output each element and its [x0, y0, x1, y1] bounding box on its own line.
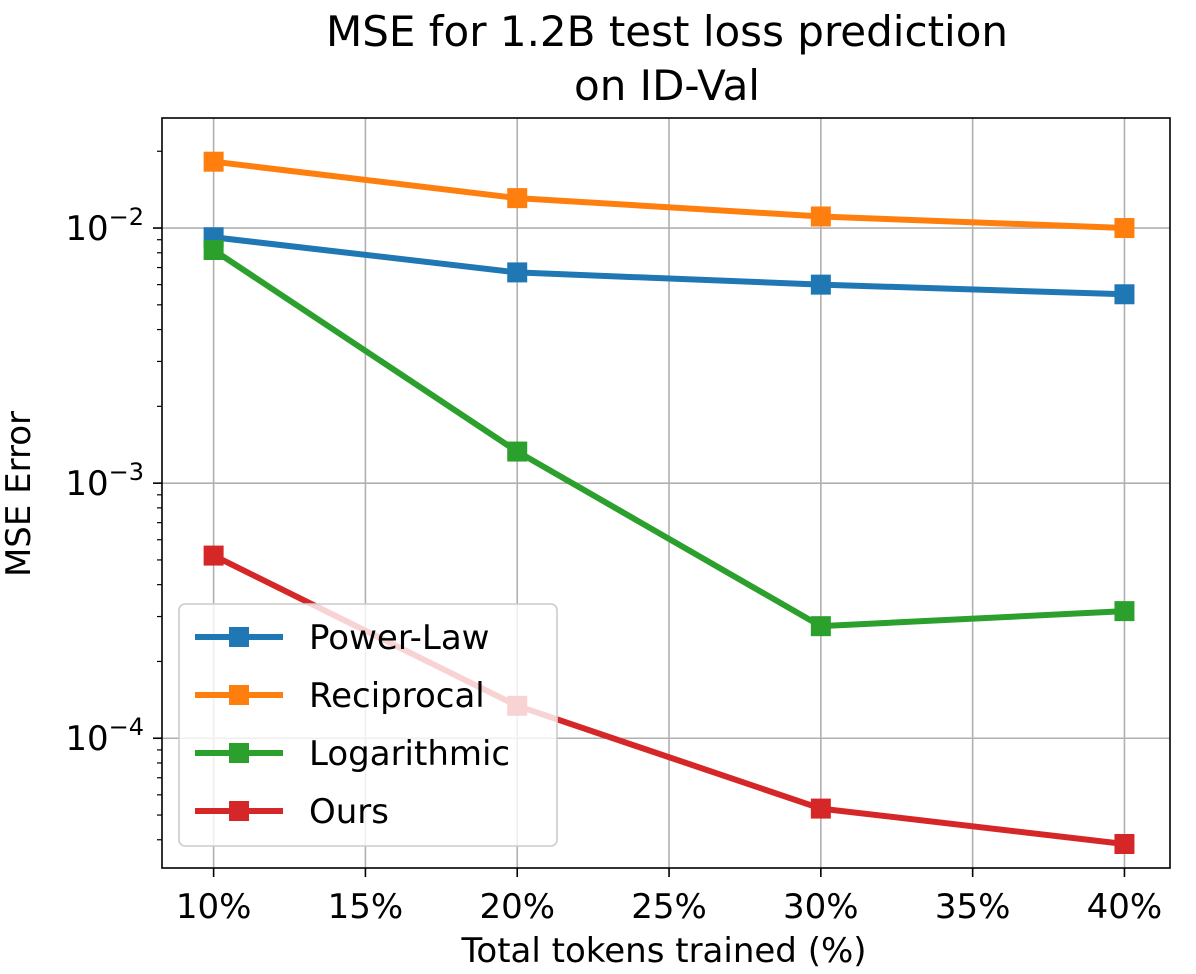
data-point [810, 274, 831, 295]
legend-label: Logarithmic [309, 734, 510, 774]
legend-marker [229, 627, 249, 647]
x-axis-label: Total tokens trained (%) [460, 931, 866, 971]
y-tick-label: 10−3 [65, 458, 144, 504]
data-point [1114, 601, 1135, 622]
legend-box [178, 603, 558, 847]
minor-ticks [157, 150, 162, 841]
data-point [507, 441, 528, 462]
series-power-law [203, 227, 1135, 305]
legend-marker [229, 801, 249, 821]
legend-marker [229, 743, 249, 763]
chart-title-line-1: MSE for 1.2B test loss prediction [326, 7, 1008, 56]
series-line [213, 234, 1125, 298]
series-logarithmic [203, 240, 1135, 637]
legend-marker [229, 685, 249, 705]
series-reciprocal [203, 151, 1135, 239]
data-point [810, 616, 831, 637]
data-point [203, 240, 224, 261]
y-axis-label: MSE Error [0, 411, 39, 577]
legend-label: Power-Law [309, 618, 489, 658]
y-tick-label: 10−2 [65, 203, 144, 249]
data-point [810, 798, 831, 819]
data-point [507, 262, 528, 283]
legend-item: Power-Law [195, 618, 489, 658]
x-tick-label: 35% [935, 887, 1011, 927]
series-line [211, 247, 1125, 630]
grid [162, 118, 1170, 868]
chart-title-line-2: on ID-Val [574, 61, 760, 110]
legend: Power-Law Reciprocal Logarithmic Ours [178, 603, 558, 847]
legend-item: Logarithmic [195, 734, 510, 774]
data-point [507, 188, 528, 209]
x-tick-label: 40% [1087, 887, 1163, 927]
legend-label: Ours [309, 792, 389, 832]
x-tick-label: 30% [783, 887, 859, 927]
series-line [213, 158, 1125, 232]
data-point [203, 151, 224, 172]
plot-frame [161, 117, 1171, 869]
legend-label: Reciprocal [309, 676, 485, 716]
legend-item: Ours [195, 792, 389, 832]
x-tick-label: 15% [328, 887, 404, 927]
x-tick-label: 25% [631, 887, 707, 927]
data-point [1114, 218, 1135, 239]
x-tick-label: 10% [176, 887, 252, 927]
data-point [1114, 833, 1135, 854]
x-tick-label: 20% [479, 887, 555, 927]
data-point [1114, 284, 1135, 305]
y-tick-label: 10−4 [65, 713, 144, 759]
y-axis-ticks: 10−2 10−3 10−4 [65, 203, 162, 759]
data-point [203, 545, 224, 566]
legend-item: Reciprocal [195, 676, 485, 716]
data-point [810, 206, 831, 227]
x-axis-ticks: 10% 15% 20% 25% 30% 35% 40% [176, 868, 1162, 927]
